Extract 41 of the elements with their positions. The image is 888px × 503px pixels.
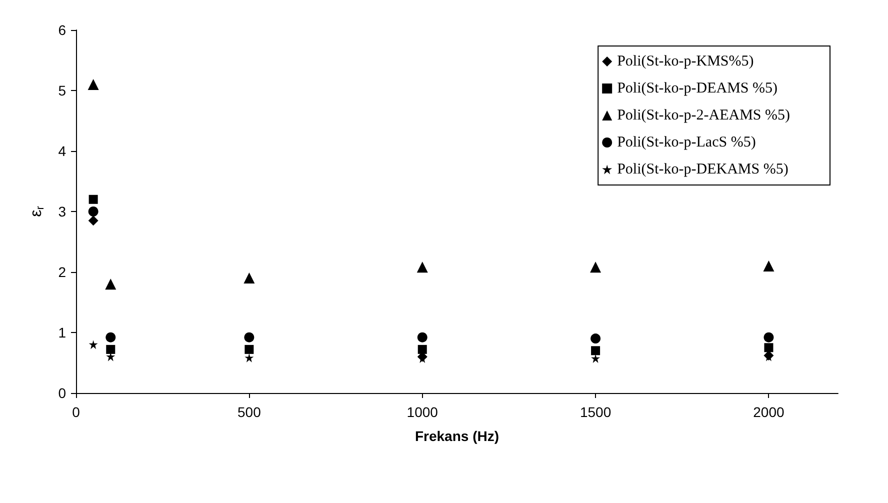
y-tick-label: 0 xyxy=(58,385,66,401)
y-tick-label: 5 xyxy=(58,82,66,98)
legend-label: Poli(St-ko-p-2-AEAMS %5) xyxy=(617,108,790,124)
legend-label: Poli(St-ko-p-KMS%5) xyxy=(617,54,754,70)
point xyxy=(244,344,254,354)
y-tick-label: 4 xyxy=(58,143,66,159)
point xyxy=(590,334,601,344)
point xyxy=(417,332,428,342)
point xyxy=(106,344,116,354)
point xyxy=(764,343,774,352)
legend-label: Poli(St-ko-p-LacS %5) xyxy=(617,134,756,150)
x-axis-title: Frekans (Hz) xyxy=(414,428,500,444)
point xyxy=(418,344,427,354)
point xyxy=(763,260,774,272)
point xyxy=(88,216,98,226)
point xyxy=(764,332,774,342)
legend-label: Poli(St-ko-p-DEKAMS %5) xyxy=(617,162,788,178)
x-tick-label: 2000 xyxy=(753,404,785,420)
x-tick-label: 1000 xyxy=(406,404,438,420)
point xyxy=(244,272,255,284)
point xyxy=(88,206,98,216)
point xyxy=(591,346,600,356)
point xyxy=(88,78,99,90)
x-tick-label: 0 xyxy=(72,404,80,420)
point xyxy=(88,194,98,204)
point xyxy=(416,262,428,273)
y-tick-label: 1 xyxy=(58,324,66,340)
y-tick-label: 2 xyxy=(58,264,66,280)
x-tick-label: 1500 xyxy=(580,404,612,420)
point xyxy=(591,354,600,364)
point xyxy=(244,332,254,342)
y-tick-label: 3 xyxy=(58,204,66,220)
point xyxy=(105,278,116,290)
y-axis-title: εr xyxy=(28,206,46,217)
point xyxy=(244,353,254,362)
point xyxy=(590,262,602,273)
y-tick-label: 6 xyxy=(58,22,66,38)
point xyxy=(106,332,116,342)
x-tick-label: 500 xyxy=(238,404,262,420)
point xyxy=(88,340,98,350)
legend-label: Poli(St-ko-p-DEAMS %5) xyxy=(617,80,778,96)
